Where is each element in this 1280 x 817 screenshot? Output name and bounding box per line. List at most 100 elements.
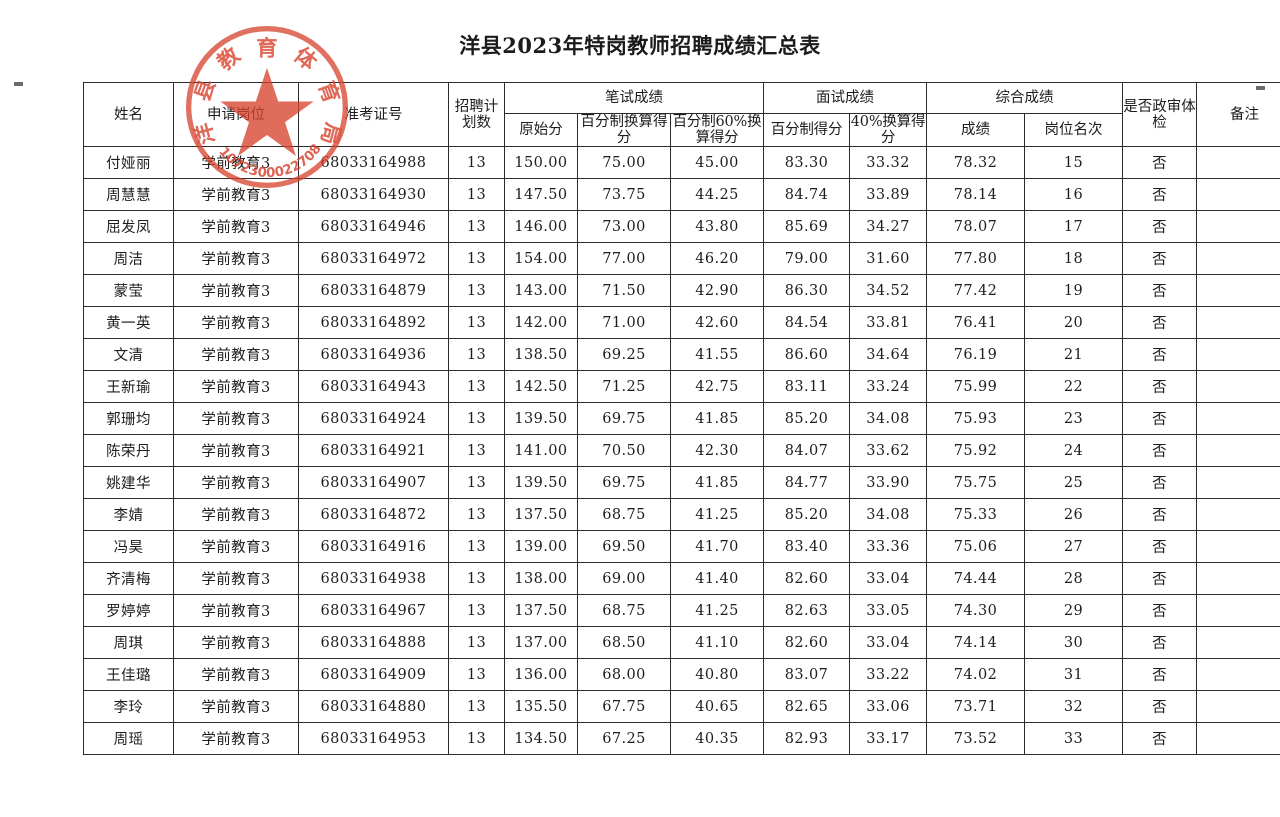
page-title: 洋县2023年特岗教师招聘成绩汇总表	[459, 33, 821, 58]
cell-interview-40: 33.32	[849, 146, 928, 180]
cell-audit: 否	[1122, 338, 1198, 372]
cell-written-raw: 141.00	[504, 434, 578, 468]
cell-written-raw: 134.50	[504, 722, 578, 756]
cell-remark	[1196, 658, 1280, 692]
cell-interview-40: 33.04	[849, 626, 928, 660]
cell-written-raw: 142.50	[504, 370, 578, 404]
cell-name: 黄一英	[83, 306, 174, 340]
cell-total-rank: 30	[1024, 626, 1124, 660]
cell-post: 学前教育3	[173, 722, 299, 756]
cell-interview-pct: 84.07	[763, 434, 851, 468]
cell-plan: 13	[448, 722, 505, 756]
cell-audit: 否	[1122, 178, 1198, 212]
cell-total-rank: 21	[1024, 338, 1124, 372]
cell-written-pct: 68.50	[577, 626, 671, 660]
cell-total-score: 75.06	[926, 530, 1026, 564]
cell-ticket: 68033164916	[298, 530, 449, 564]
cell-plan: 13	[448, 562, 505, 596]
cell-ticket: 68033164879	[298, 274, 449, 308]
cell-interview-pct: 84.54	[763, 306, 851, 340]
cell-total-rank: 33	[1024, 722, 1124, 756]
cell-name: 王新瑜	[83, 370, 174, 404]
cell-written-pct60: 41.10	[669, 626, 765, 660]
scan-artifact-left	[14, 82, 23, 86]
cell-ticket: 68033164953	[298, 722, 449, 756]
cell-plan: 13	[448, 402, 505, 436]
cell-post: 学前教育3	[173, 146, 299, 180]
cell-audit: 否	[1122, 594, 1198, 628]
cell-ticket: 68033164888	[298, 626, 449, 660]
cell-written-raw: 138.50	[504, 338, 578, 372]
table-row: 冯昊 学前教育3 68033164916 13 139.00 69.50 41.70 83.4…	[83, 530, 1280, 564]
cell-remark	[1196, 210, 1280, 244]
cell-interview-pct: 83.40	[763, 530, 851, 564]
header-name: 姓名	[83, 81, 174, 148]
cell-post: 学前教育3	[173, 370, 299, 404]
cell-total-score: 75.33	[926, 498, 1026, 532]
cell-total-rank: 23	[1024, 402, 1124, 436]
cell-audit: 否	[1122, 402, 1198, 436]
cell-audit: 否	[1122, 146, 1198, 180]
cell-interview-pct: 85.20	[763, 498, 851, 532]
cell-post: 学前教育3	[173, 562, 299, 596]
cell-written-pct60: 46.20	[669, 242, 765, 276]
cell-written-pct60: 42.60	[669, 306, 765, 340]
cell-plan: 13	[448, 530, 505, 564]
cell-total-rank: 32	[1024, 690, 1124, 724]
cell-written-raw: 142.00	[504, 306, 578, 340]
cell-plan: 13	[448, 242, 505, 276]
cell-name: 周琪	[83, 626, 174, 660]
cell-written-pct: 69.00	[577, 562, 671, 596]
cell-written-pct: 68.75	[577, 594, 671, 628]
cell-interview-40: 33.06	[849, 690, 928, 724]
cell-written-pct60: 41.55	[669, 338, 765, 372]
cell-written-pct60: 40.80	[669, 658, 765, 692]
cell-interview-40: 33.05	[849, 594, 928, 628]
cell-interview-40: 33.62	[849, 434, 928, 468]
cell-interview-40: 33.36	[849, 530, 928, 564]
cell-total-rank: 26	[1024, 498, 1124, 532]
cell-ticket: 68033164921	[298, 434, 449, 468]
header-interview-pct: 百分制得分	[763, 112, 851, 148]
cell-interview-pct: 83.07	[763, 658, 851, 692]
cell-plan: 13	[448, 274, 505, 308]
cell-total-rank: 31	[1024, 658, 1124, 692]
cell-audit: 否	[1122, 498, 1198, 532]
cell-post: 学前教育3	[173, 690, 299, 724]
cell-remark	[1196, 402, 1280, 436]
cell-written-pct60: 41.40	[669, 562, 765, 596]
cell-interview-pct: 82.65	[763, 690, 851, 724]
table-row: 蒙莹 学前教育3 68033164879 13 143.00 71.50 42.90 86.3…	[83, 274, 1280, 308]
cell-written-raw: 136.00	[504, 658, 578, 692]
cell-audit: 否	[1122, 466, 1198, 500]
header-written-pct: 百分制换算得分	[577, 112, 671, 148]
cell-audit: 否	[1122, 658, 1198, 692]
cell-ticket: 68033164988	[298, 146, 449, 180]
cell-name: 郭珊均	[83, 402, 174, 436]
cell-total-score: 73.71	[926, 690, 1026, 724]
cell-total-score: 78.32	[926, 146, 1026, 180]
cell-interview-40: 34.08	[849, 498, 928, 532]
cell-total-score: 76.19	[926, 338, 1026, 372]
table-header: 姓名 申请岗位 准考证号 招聘计划数 笔试成绩 面试成绩 综合成绩 是否政审体检…	[83, 81, 1280, 148]
cell-total-score: 75.99	[926, 370, 1026, 404]
cell-total-score: 74.30	[926, 594, 1026, 628]
cell-ticket: 68033164936	[298, 338, 449, 372]
header-interview-40: 40%换算得分	[849, 112, 928, 148]
cell-written-raw: 143.00	[504, 274, 578, 308]
cell-written-pct60: 41.25	[669, 594, 765, 628]
cell-written-pct: 77.00	[577, 242, 671, 276]
cell-written-pct60: 41.25	[669, 498, 765, 532]
cell-audit: 否	[1122, 210, 1198, 244]
cell-plan: 13	[448, 594, 505, 628]
cell-remark	[1196, 434, 1280, 468]
cell-name: 李婧	[83, 498, 174, 532]
cell-plan: 13	[448, 338, 505, 372]
cell-post: 学前教育3	[173, 498, 299, 532]
table-row: 周洁 学前教育3 68033164972 13 154.00 77.00 46.20 79.0…	[83, 242, 1280, 276]
table-row: 周瑶 学前教育3 68033164953 13 134.50 67.25 40.35 82.9…	[83, 722, 1280, 756]
cell-remark	[1196, 722, 1280, 756]
cell-remark	[1196, 690, 1280, 724]
cell-total-score: 75.92	[926, 434, 1026, 468]
cell-interview-40: 31.60	[849, 242, 928, 276]
